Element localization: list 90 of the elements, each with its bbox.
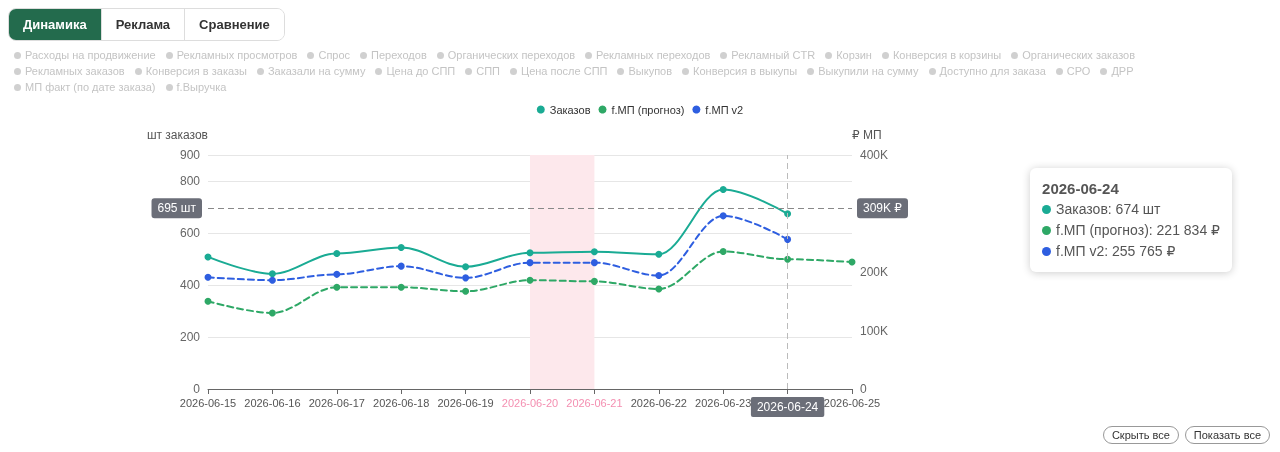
text: МП факт (по дате заказа) (24, 81, 156, 93)
text: f.МП v2: 255 765 ₽ (1055, 242, 1177, 261)
y-tick-label: 900 (179, 148, 201, 162)
legend-label: f.МП v2 (705, 103, 744, 116)
point (204, 253, 212, 261)
y2-tick-label: 0 (860, 382, 867, 396)
x-tick-label: 2026-06-20 (501, 396, 559, 409)
text: Доступно для заказа (938, 65, 1046, 77)
text: СРО (1065, 65, 1091, 77)
y-axis-title: шт заказов (146, 128, 208, 142)
text: Выкупили на сумму (817, 65, 919, 77)
point (719, 186, 727, 194)
text: Спрос (317, 49, 351, 61)
y-tick-label: 800 (179, 174, 201, 188)
point (590, 277, 598, 285)
text: Динамика (9, 9, 101, 40)
x-tick-label: 2026-06-25 (823, 396, 881, 409)
y-tick-label: 200 (179, 330, 201, 344)
text: Сравнение (184, 9, 284, 40)
ref-line-label: 695 шт (157, 201, 197, 216)
point (784, 235, 792, 243)
point (590, 259, 598, 267)
point (526, 276, 534, 284)
y2-axis-title: ₽ МП (852, 128, 882, 142)
point (462, 274, 470, 282)
point (719, 248, 727, 256)
text: Цена до СПП (385, 65, 456, 77)
text: Рекламных просмотров (175, 49, 298, 61)
legend-label: f.МП (прогноз) (611, 103, 685, 116)
x-tick-label: 2026-06-18 (373, 396, 430, 409)
x-tick-label: 2026-06-15 (179, 396, 237, 409)
legend-label: Заказов (549, 103, 591, 116)
text: Показать все (1184, 426, 1270, 444)
text: Конверсия в выкупы (692, 65, 798, 77)
text: Конверсия в корзины (891, 49, 1002, 61)
point (462, 263, 470, 271)
y-tick-label: 600 (179, 226, 201, 240)
text: Рекламных заказов (24, 65, 125, 77)
y2-tick-label: 200K (860, 265, 889, 279)
point (655, 250, 663, 258)
point (526, 249, 534, 257)
x-tick-label: 2026-06-24 (756, 400, 819, 414)
point (204, 273, 212, 281)
x-tick-label: 2026-06-21 (566, 396, 623, 409)
point (784, 255, 792, 263)
text: Конверсия в заказы (144, 65, 247, 77)
text: Органических переходов (446, 49, 576, 61)
point (462, 287, 470, 295)
point (655, 272, 663, 280)
y-tick-label: 0 (193, 382, 201, 396)
x-tick-label: 2026-06-16 (244, 396, 301, 409)
text: Реклама (100, 9, 185, 40)
point (333, 270, 341, 278)
point (268, 270, 276, 278)
text: Выкупов (627, 65, 673, 77)
text: Скрыть все (1102, 426, 1179, 444)
text: Рекламных переходов (595, 49, 711, 61)
point (268, 276, 276, 284)
point (268, 309, 276, 317)
y-tick-label: 400 (179, 278, 201, 292)
point (590, 248, 598, 256)
text: Заказов: 674 шт (1055, 200, 1162, 219)
text: Корзин (835, 49, 872, 61)
text: f.МП (прогноз): 221 834 ₽ (1055, 221, 1220, 240)
point (397, 262, 405, 270)
point (204, 297, 212, 305)
text: Рекламный CTR (730, 49, 816, 61)
text: СПП (475, 65, 501, 77)
point (397, 283, 405, 291)
text: 309K ₽ (863, 201, 903, 216)
text: Расходы на продвижение (24, 49, 156, 61)
y2-tick-label: 100K (860, 323, 889, 338)
text: ДРР (1110, 65, 1134, 77)
text: Цена после СПП (520, 65, 608, 77)
text: 2026-06-24 (1042, 179, 1120, 199)
point (333, 250, 341, 258)
y2-tick-label: 400K (860, 148, 889, 162)
x-tick-label: 2026-06-19 (437, 396, 494, 409)
x-tick-label: 2026-06-23 (695, 396, 752, 409)
text: f.Выручка (175, 81, 227, 93)
x-tick-label: 2026-06-17 (308, 396, 365, 409)
text: Органических заказов (1021, 49, 1136, 61)
text: Заказали на сумму (266, 65, 366, 77)
point (655, 285, 663, 293)
point (526, 259, 534, 267)
point (397, 244, 405, 252)
text: Переходов (370, 49, 427, 61)
x-tick-label: 2026-06-22 (630, 396, 687, 409)
point (333, 283, 341, 291)
point (719, 212, 727, 220)
